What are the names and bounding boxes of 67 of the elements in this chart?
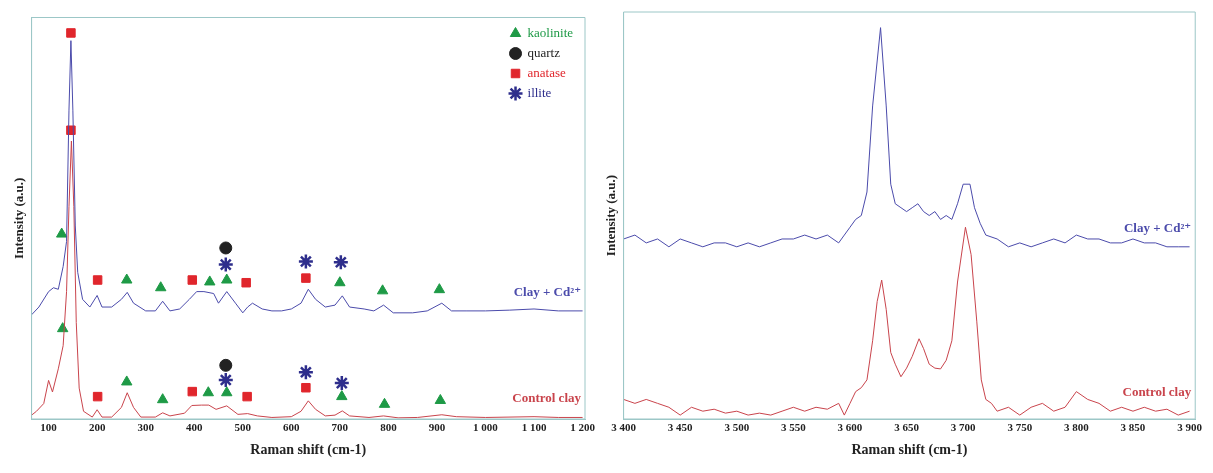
x-tick-label: 800 xyxy=(380,421,398,434)
x-tick-label: 3 550 xyxy=(781,421,807,434)
x-tick-label: 600 xyxy=(283,421,301,434)
x-tick-label: 100 xyxy=(40,421,58,434)
point xyxy=(334,276,346,287)
point xyxy=(221,273,233,284)
point xyxy=(187,275,198,285)
point xyxy=(155,281,167,292)
x-tick-label: 400 xyxy=(185,421,203,434)
y-axis-title: Intensity (a.u.) xyxy=(11,177,27,259)
point xyxy=(92,391,103,402)
x-tick-label: 3 650 xyxy=(894,421,920,434)
point xyxy=(378,397,391,408)
x-tick-label: 3 850 xyxy=(1120,421,1146,434)
x-tick-label: 1 200 xyxy=(570,421,596,434)
x-tick-label: 900 xyxy=(428,421,446,434)
x-tick-label: 3 750 xyxy=(1007,421,1033,434)
x-axis-title: Raman shift (cm-1) xyxy=(851,442,968,459)
x-tick-label: 3 500 xyxy=(724,421,750,434)
legend-label: anatase xyxy=(527,64,566,80)
point xyxy=(121,273,133,284)
point xyxy=(297,253,315,270)
x-tick-label: 3 450 xyxy=(667,421,694,434)
x-tick-label: 3 800 xyxy=(1064,421,1090,434)
x-tick-label: 200 xyxy=(88,421,106,434)
point xyxy=(156,393,169,404)
point xyxy=(336,390,348,401)
x-tick-label: 1 100 xyxy=(521,421,547,434)
x-tick-label: 3 700 xyxy=(950,421,977,434)
point xyxy=(242,391,252,402)
point xyxy=(433,283,446,294)
series-label: Control clay xyxy=(512,390,582,406)
point xyxy=(221,386,233,397)
legend-label: quartz xyxy=(527,44,561,60)
point xyxy=(56,227,68,238)
point xyxy=(376,284,389,295)
series-label: Clay + Cd²⁺ xyxy=(1123,219,1192,235)
point xyxy=(204,275,216,286)
point xyxy=(202,386,214,397)
point xyxy=(301,273,311,283)
x-axis-title: Raman shift (cm-1) xyxy=(250,442,367,459)
point xyxy=(66,28,76,38)
point xyxy=(241,277,251,288)
point xyxy=(121,375,133,386)
x-tick-label: 3 900 xyxy=(1177,421,1203,434)
x-tick-label: 1 000 xyxy=(473,421,499,434)
point xyxy=(333,374,351,392)
point xyxy=(217,256,235,273)
x-tick-label: 3 400 xyxy=(611,421,637,434)
point xyxy=(434,393,447,404)
point xyxy=(219,358,233,372)
series-label: Clay + Cd²⁺ xyxy=(513,283,582,299)
x-tick-label: 300 xyxy=(137,421,155,434)
point xyxy=(187,386,198,397)
point xyxy=(332,254,350,271)
point xyxy=(219,241,233,255)
series-label: Control clay xyxy=(1122,384,1192,400)
legend-label: illite xyxy=(527,84,552,100)
y-axis-title: Intensity (a.u.) xyxy=(603,174,619,257)
x-tick-label: 700 xyxy=(331,421,349,434)
point xyxy=(217,371,235,389)
point xyxy=(297,364,315,381)
point xyxy=(301,382,311,393)
x-tick-label: 500 xyxy=(234,421,252,434)
x-tick-label: 3 600 xyxy=(837,421,863,434)
legend-label: kaolinite xyxy=(527,24,574,40)
point xyxy=(92,275,103,285)
